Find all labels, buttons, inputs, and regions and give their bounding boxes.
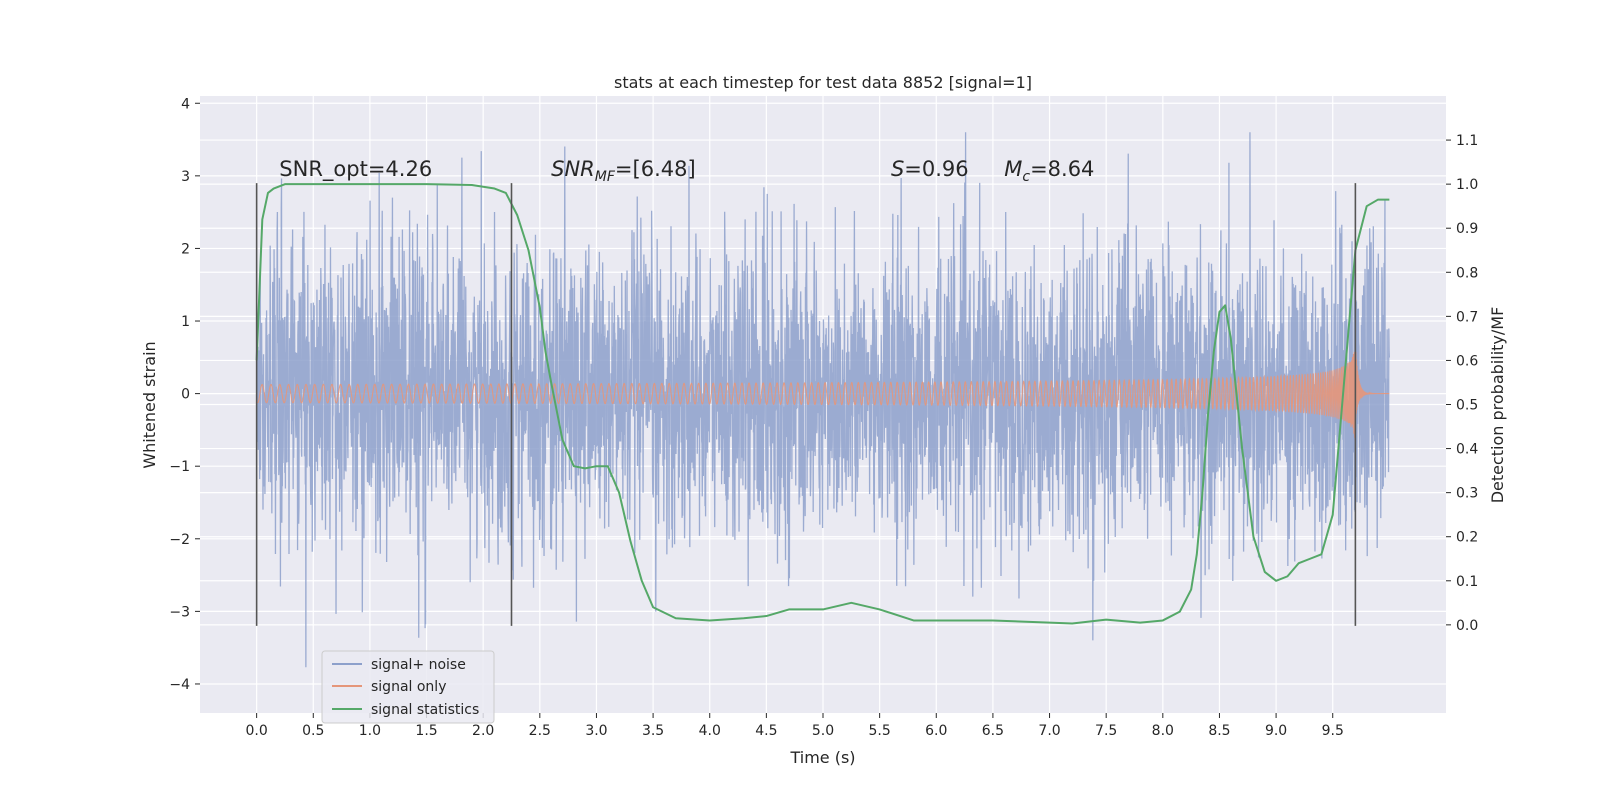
x-tick-label: 7.5 bbox=[1095, 723, 1117, 739]
y2-tick-label: 0.5 bbox=[1456, 398, 1478, 414]
x-tick-label: 7.0 bbox=[1038, 723, 1060, 739]
x-tick-label: 8.0 bbox=[1152, 723, 1174, 739]
y2-tick-label: 0.1 bbox=[1456, 574, 1478, 590]
y-tick-label: 4 bbox=[181, 96, 190, 112]
annotation-snr-opt: SNR_opt=4.26 bbox=[279, 157, 432, 182]
vertical-markers bbox=[255, 183, 1357, 626]
series-signal-noise-line bbox=[255, 132, 1391, 668]
annotation-mc-rest: =8.64 bbox=[1030, 157, 1094, 181]
x-tick-label: 6.0 bbox=[925, 723, 947, 739]
chart-title: stats at each timestep for test data 885… bbox=[614, 73, 1032, 92]
x-tick-label: 9.5 bbox=[1322, 723, 1344, 739]
y2-axis-label: Detection probability/MF bbox=[1488, 307, 1507, 504]
y2-tick-label: 0.9 bbox=[1456, 221, 1478, 237]
x-tick-label: 9.0 bbox=[1265, 723, 1287, 739]
legend: signal+ noise signal only signal statist… bbox=[321, 650, 495, 724]
x-tick-label: 3.0 bbox=[585, 723, 607, 739]
y-tick-label: −2 bbox=[169, 532, 190, 548]
y-tick-label: −1 bbox=[169, 459, 190, 475]
x-tick-label: 2.5 bbox=[529, 723, 551, 739]
annotation-snr-mf-rest: =[6.48] bbox=[615, 157, 696, 181]
annotations: SNR_opt=4.26 SNRMF=[6.48] S=0.96 Mc=8.64 bbox=[279, 157, 1094, 185]
y-tick-label: 1 bbox=[181, 314, 190, 330]
y-axis-label: Whitened strain bbox=[140, 341, 159, 468]
legend-box bbox=[321, 650, 495, 724]
y-tick-label: 3 bbox=[181, 169, 190, 185]
x-tick-label: 1.5 bbox=[415, 723, 437, 739]
annotation-snr-mf-main: SNR bbox=[551, 157, 595, 181]
annotation-snr-mf-sub: MF bbox=[595, 169, 616, 185]
annotation-s-main: S bbox=[891, 157, 904, 181]
legend-label-statistics: signal statistics bbox=[371, 702, 479, 718]
x-tick-label: 4.5 bbox=[755, 723, 777, 739]
y-tick-label: −3 bbox=[169, 604, 190, 620]
x-tick-label: 0.0 bbox=[246, 723, 268, 739]
x-tick-label: 1.0 bbox=[359, 723, 381, 739]
annotation-s-rest: =0.96 bbox=[904, 157, 968, 181]
x-tick-label: 4.0 bbox=[699, 723, 721, 739]
x-tick-label: 0.5 bbox=[302, 723, 324, 739]
y2-tick-label: 1.1 bbox=[1456, 133, 1478, 149]
x-axis-label: Time (s) bbox=[789, 748, 855, 767]
y2-tick-label: 0.8 bbox=[1456, 265, 1478, 281]
x-tick-label: 5.5 bbox=[869, 723, 891, 739]
y2-tick-label: 0.0 bbox=[1456, 618, 1478, 634]
y2-tick-label: 0.3 bbox=[1456, 486, 1478, 502]
y-tick-label: 2 bbox=[181, 241, 190, 257]
legend-label-noise: signal+ noise bbox=[371, 657, 466, 673]
legend-label-signal: signal only bbox=[371, 679, 446, 695]
x-tick-label: 3.5 bbox=[642, 723, 664, 739]
y2-tick-label: 0.4 bbox=[1456, 442, 1478, 458]
annotation-mc-main: M bbox=[1004, 157, 1022, 181]
series-signal-only-line bbox=[256, 342, 1390, 441]
x-tick-label: 8.5 bbox=[1208, 723, 1230, 739]
y2-tick-label: 1.0 bbox=[1456, 177, 1478, 193]
x-tick-label: 6.5 bbox=[982, 723, 1004, 739]
annotation-mc-sub: c bbox=[1022, 169, 1030, 185]
y-tick-label: −4 bbox=[169, 677, 190, 693]
y2-tick-label: 0.7 bbox=[1456, 309, 1478, 325]
annotation-mc: Mc=8.64 bbox=[1004, 157, 1094, 185]
annotation-s: S=0.96 bbox=[891, 157, 969, 181]
y2-tick-label: 0.2 bbox=[1456, 530, 1478, 546]
axes: 0.0 0.5 1.0 1.5 2.0 2.5 3.0 3.5 4.0 4.5 5.0 5.5 6.0 6… bbox=[169, 96, 1478, 739]
y-tick-label: 0 bbox=[181, 387, 190, 403]
y2-tick-label: 0.6 bbox=[1456, 353, 1478, 369]
x-tick-label: 5.0 bbox=[812, 723, 834, 739]
x-tick-label: 2.0 bbox=[472, 723, 494, 739]
annotation-snr-mf: SNRMF=[6.48] bbox=[551, 157, 696, 185]
